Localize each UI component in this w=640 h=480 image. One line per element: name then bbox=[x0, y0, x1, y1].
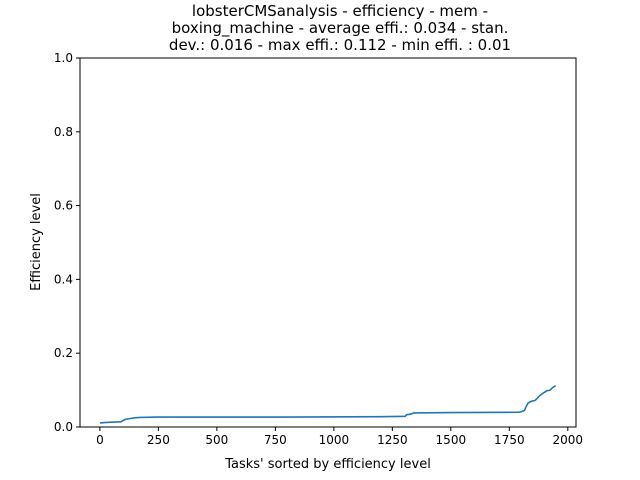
x-axis-ticks: 0 250 500 750 1000 1250 1500 1750 2000 bbox=[96, 427, 583, 447]
y-tick-label: 0.4 bbox=[54, 272, 73, 286]
chart-title-line-1: lobsterCMSanalysis - efficiency - mem - bbox=[192, 2, 488, 20]
x-tick-label: 1750 bbox=[494, 433, 525, 447]
x-tick-label: 1500 bbox=[436, 433, 467, 447]
chart-title-line-3: dev.: 0.016 - max effi.: 0.112 - min eff… bbox=[169, 36, 511, 54]
chart-title: lobsterCMSanalysis - efficiency - mem - … bbox=[169, 2, 511, 54]
y-tick-label: 1.0 bbox=[54, 51, 73, 65]
y-tick-label: 0.0 bbox=[54, 420, 73, 434]
chart-title-line-2: boxing_machine - average effi.: 0.034 - … bbox=[172, 19, 509, 38]
y-axis-label: Efficiency level bbox=[29, 193, 44, 291]
series-layer bbox=[99, 384, 557, 424]
x-tick-label: 500 bbox=[205, 433, 228, 447]
y-tick-label: 0.6 bbox=[54, 199, 73, 213]
axes-frame bbox=[79, 57, 577, 428]
series-line bbox=[99, 384, 557, 424]
y-tick-label: 0.2 bbox=[54, 346, 73, 360]
x-tick-label: 0 bbox=[96, 433, 104, 447]
x-axis-label: Tasks' sorted by efficiency level bbox=[224, 457, 431, 472]
plot-area bbox=[79, 57, 577, 428]
x-tick-label: 1250 bbox=[377, 433, 408, 447]
y-tick-label: 0.8 bbox=[54, 125, 73, 139]
x-tick-label: 2000 bbox=[553, 433, 584, 447]
x-tick-label: 250 bbox=[147, 433, 170, 447]
y-axis-ticks: 0.0 0.2 0.4 0.6 0.8 1.0 bbox=[54, 51, 80, 434]
x-tick-label: 1000 bbox=[319, 433, 350, 447]
x-tick-label: 750 bbox=[264, 433, 287, 447]
